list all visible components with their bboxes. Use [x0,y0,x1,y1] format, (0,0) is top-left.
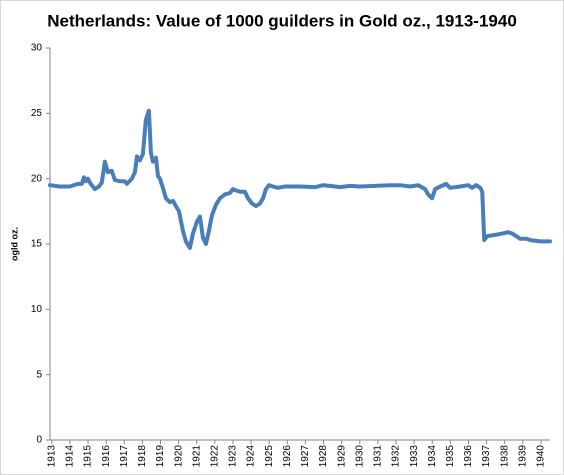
x-tick-label: 1929 [336,445,347,468]
x-tick-label: 1916 [101,445,112,468]
x-tick-label: 1939 [517,445,528,468]
x-tick-label: 1920 [173,445,184,468]
y-tick-label: 5 [36,369,42,380]
x-tick-label: 1915 [83,445,94,468]
y-tick-label: 30 [31,43,43,54]
x-tick-label: 1921 [191,445,202,468]
x-tick-label: 1938 [499,445,510,468]
x-tick-label: 1924 [246,445,257,468]
y-tick-label: 10 [31,304,43,315]
x-tick-label: 1914 [65,445,76,468]
x-tick-label: 1935 [445,445,456,468]
y-axis-label: ogld oz. [9,227,19,261]
x-tick-label: 1925 [264,445,275,468]
y-tick-label: 25 [31,108,43,119]
x-tick-label: 1934 [427,445,438,468]
data-line [48,108,552,250]
x-tick-label: 1931 [373,445,384,468]
x-tick-label: 1919 [155,445,166,468]
x-tick-label: 1933 [409,445,420,468]
chart-title: Netherlands: Value of 1000 guilders in G… [47,11,517,30]
x-tick-label: 1937 [481,445,492,468]
x-tick-label: 1932 [391,445,402,468]
x-tick-label: 1923 [228,445,239,468]
x-tick-label: 1922 [209,445,220,468]
y-tick-label: 15 [31,239,43,250]
x-tick-label: 1913 [46,445,57,468]
x-tick-label: 1918 [137,445,148,468]
y-tick-label: 20 [31,173,43,184]
x-tick-label: 1917 [119,445,130,468]
x-tick-label: 1926 [282,445,293,468]
x-tick-label: 1936 [463,445,474,468]
x-tick-label: 1930 [354,445,365,468]
x-tick-label: 1928 [318,445,329,468]
x-tick-label: 1940 [536,445,547,468]
x-tick-label: 1927 [300,445,311,468]
y-tick-label: 0 [36,435,42,446]
